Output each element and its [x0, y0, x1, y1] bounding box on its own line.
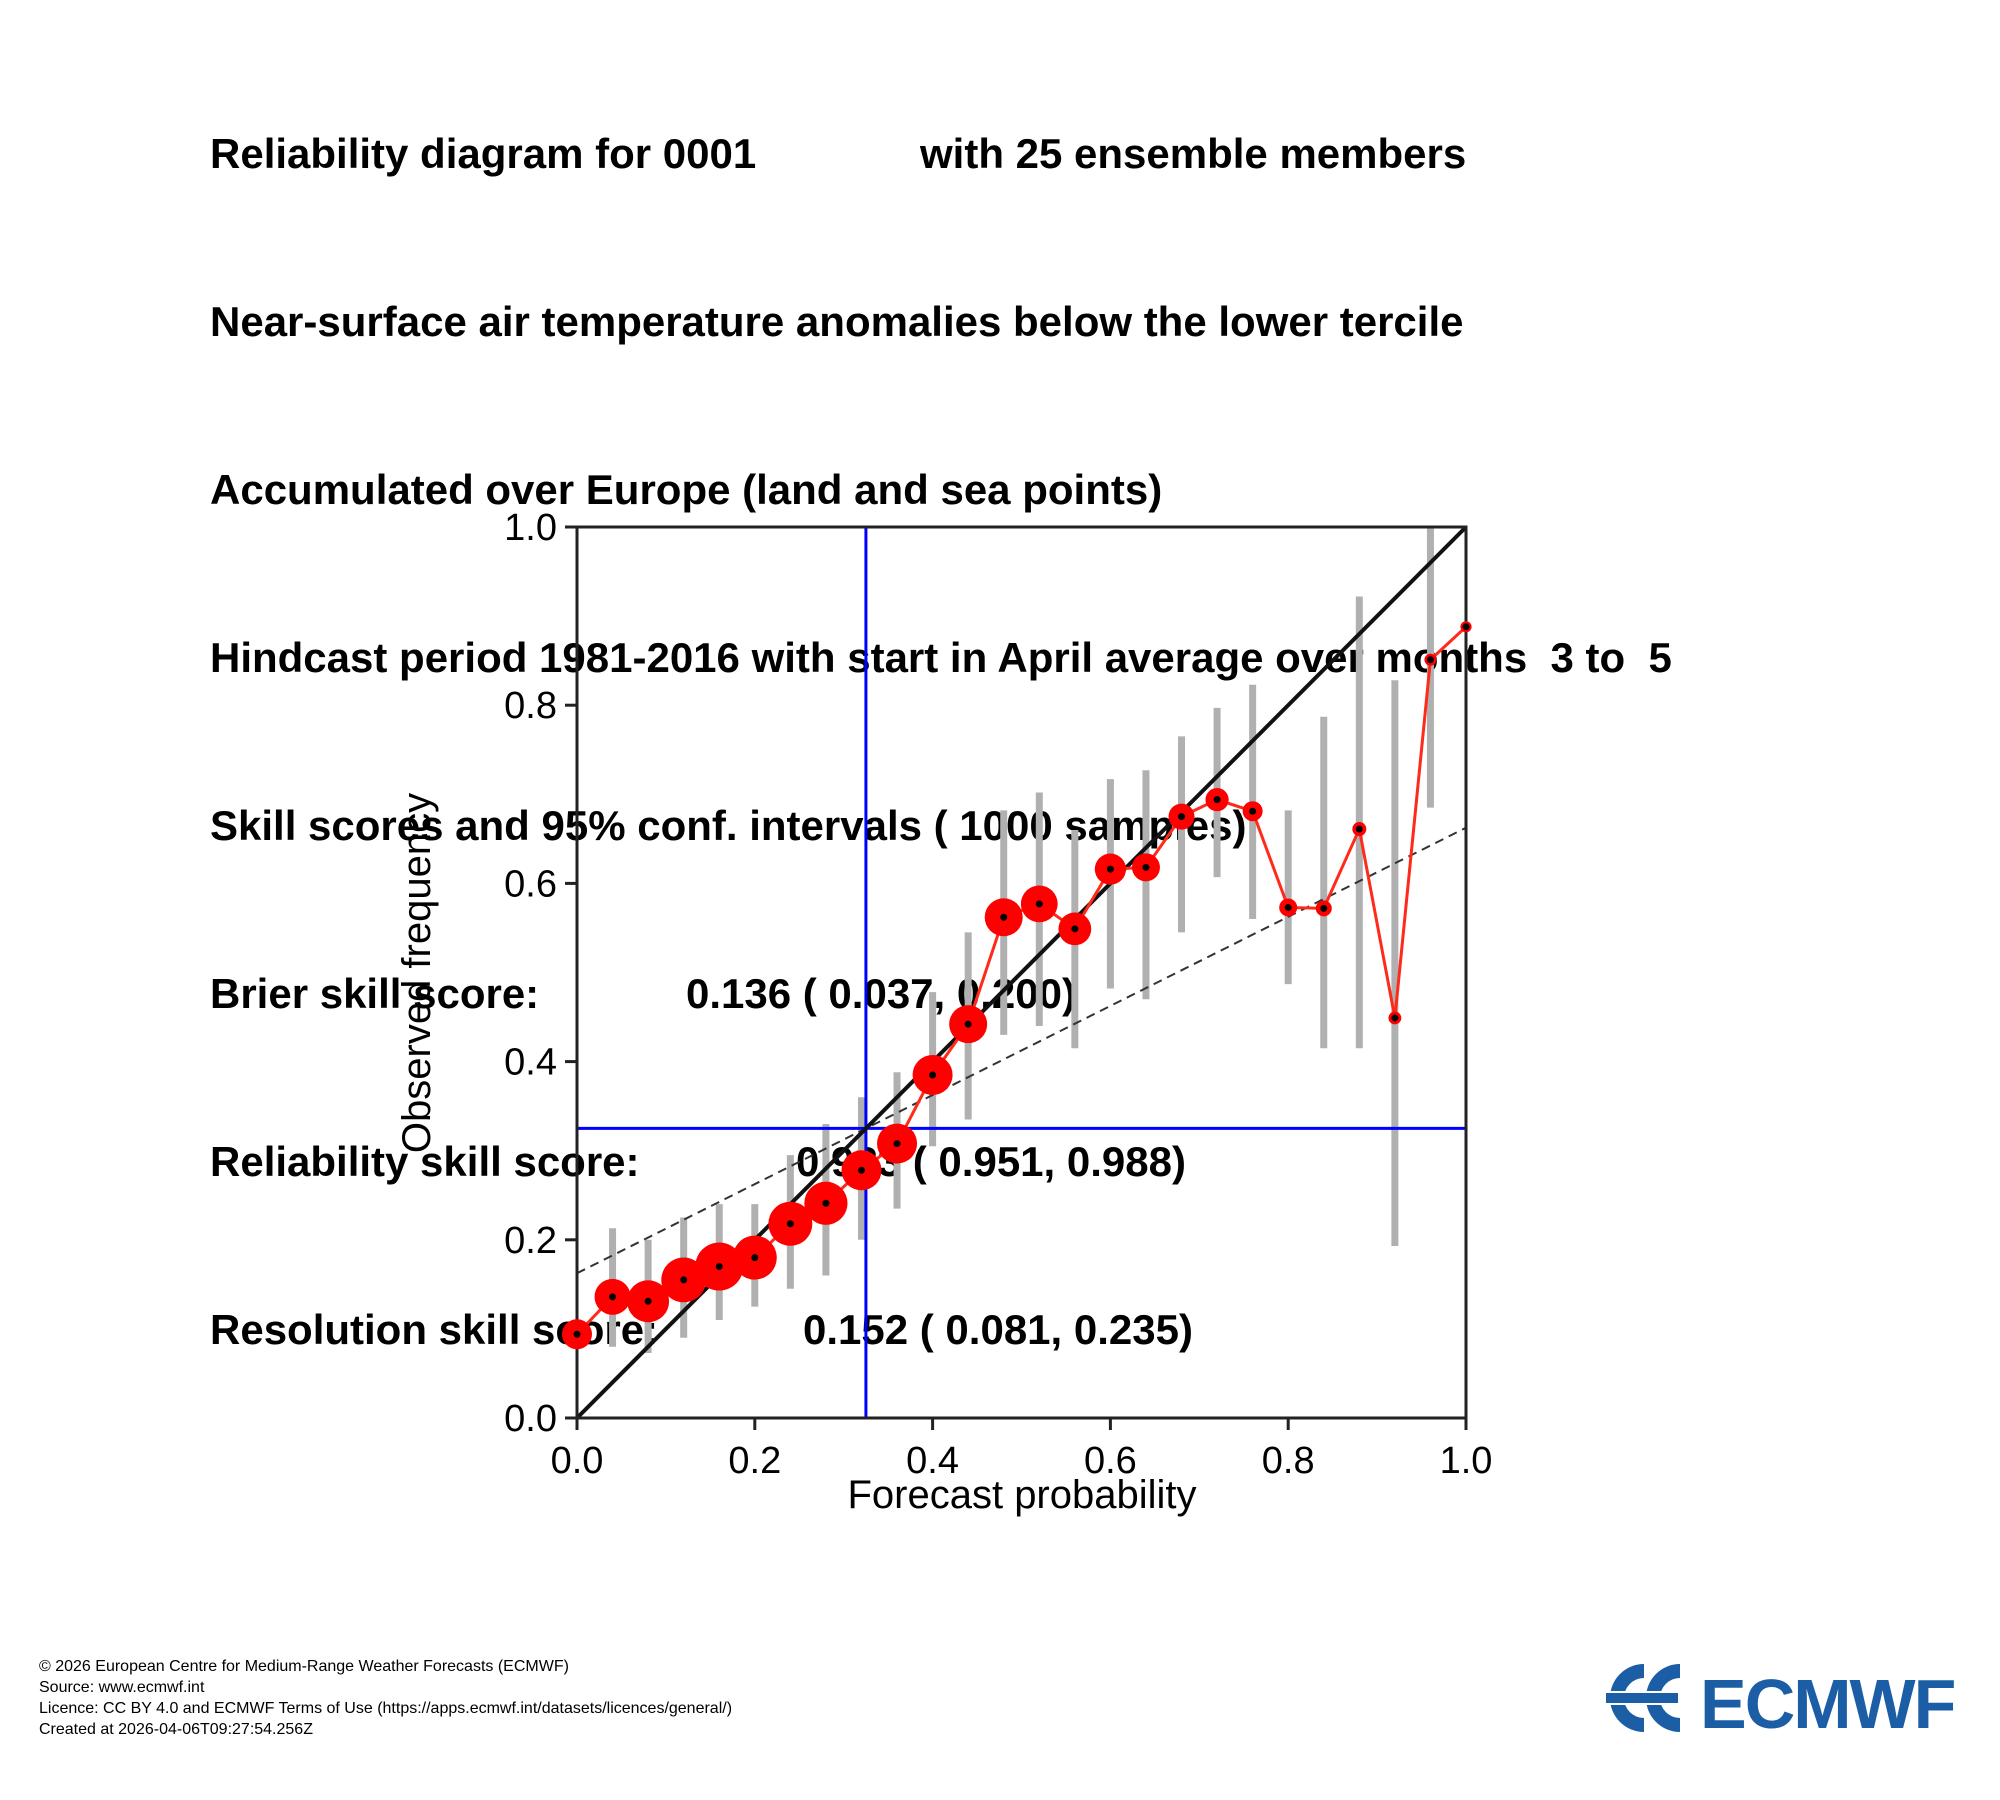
- header-line-5: Skill scores and 95% conf. intervals ( 1…: [210, 802, 1247, 849]
- reliability-point-center: [822, 1199, 830, 1207]
- y-tick-label: 1.0: [504, 507, 557, 549]
- reliability-point-center: [1284, 903, 1292, 911]
- ecmwf-logo: ECMWF: [1600, 1664, 1957, 1738]
- reliability-point-center: [1320, 904, 1328, 912]
- reliability-point-center: [929, 1071, 937, 1079]
- x-tick-label: 0.0: [551, 1440, 604, 1482]
- reliability-point-center: [1071, 925, 1079, 933]
- x-tick-label: 0.2: [728, 1440, 781, 1482]
- reliability-curve: [575, 625, 1468, 1336]
- reliability-point-center: [1213, 796, 1221, 804]
- y-tick-label: 0.4: [504, 1042, 557, 1084]
- header-title: Reliability diagram for 0001: [210, 130, 757, 177]
- reliability-chart: 0.0 0.2 0.4 0.6 0.8 1.0 0.0 0.2 0.4 0.6 0.8 1.0 For…: [395, 507, 1493, 1517]
- reliability-point-center: [1462, 623, 1470, 631]
- plot-frame: [575, 525, 1468, 1420]
- ecmwf-logo-icon: [1600, 1664, 1684, 1732]
- footer-licence: Licence: CC BY 4.0 and ECMWF Terms of Us…: [39, 1700, 733, 1717]
- x-tick-label: 1.0: [1440, 1440, 1493, 1482]
- x-axis-label: Forecast probability: [847, 1473, 1196, 1517]
- reliability-point-center: [1106, 865, 1114, 873]
- header-line-3: Accumulated over Europe (land and sea po…: [210, 466, 1163, 513]
- x-tick-label: 0.6: [1084, 1440, 1137, 1482]
- reliability-point-center: [644, 1297, 652, 1305]
- y-tick-label: 0.8: [504, 685, 557, 727]
- reliability-point-center: [1178, 813, 1186, 821]
- y-tick-label: 0.2: [504, 1220, 557, 1262]
- res-value: 0.152 ( 0.081, 0.235): [803, 1306, 1193, 1353]
- reliability-point-center: [680, 1276, 688, 1284]
- reliability-point-center: [1249, 807, 1257, 815]
- footer-copyright: © 2026 European Centre for Medium-Range …: [39, 1658, 569, 1675]
- x-tick-label: 0.4: [906, 1440, 959, 1482]
- footer: © 2026 European Centre for Medium-Range …: [39, 1656, 732, 1740]
- y-axis-label: Observed frequency: [395, 793, 439, 1153]
- header-line-1: Reliability diagram for 0001 with 25 ense…: [210, 126, 1672, 182]
- reliability-point-center: [1355, 825, 1363, 833]
- reliability-point-center: [964, 1020, 972, 1028]
- header-line-2: Near-surface air temperature anomalies b…: [210, 298, 1464, 345]
- header-members: with 25 ensemble members: [920, 130, 1467, 177]
- x-tick-label: 0.8: [1262, 1440, 1315, 1482]
- y-tick-label: 0.6: [504, 863, 557, 905]
- reliability-point-center: [1391, 1014, 1399, 1022]
- reliability-point-center: [893, 1140, 901, 1148]
- ecmwf-logo-text: ECMWF: [1700, 1665, 1955, 1738]
- no-skill-line: [576, 826, 1467, 1275]
- reliability-point-center: [1426, 656, 1434, 664]
- reliability-point-center: [609, 1293, 617, 1301]
- reliability-point-center: [1142, 863, 1150, 871]
- reliability-point-center: [786, 1220, 794, 1228]
- reliability-point-center: [573, 1330, 581, 1338]
- reliability-point-center: [715, 1263, 723, 1271]
- bss-label: Brier skill score:: [210, 970, 540, 1017]
- footer-created: Created at 2026-04-06T09:27:54.256Z: [39, 1721, 313, 1738]
- reliability-point-center: [1000, 913, 1008, 921]
- footer-source: Source: www.ecmwf.int: [39, 1679, 205, 1696]
- reliability-point-center: [1035, 900, 1043, 908]
- reliability-point-center: [751, 1254, 759, 1262]
- y-tick-label: 0.0: [504, 1398, 557, 1440]
- reliability-point-center: [857, 1166, 865, 1174]
